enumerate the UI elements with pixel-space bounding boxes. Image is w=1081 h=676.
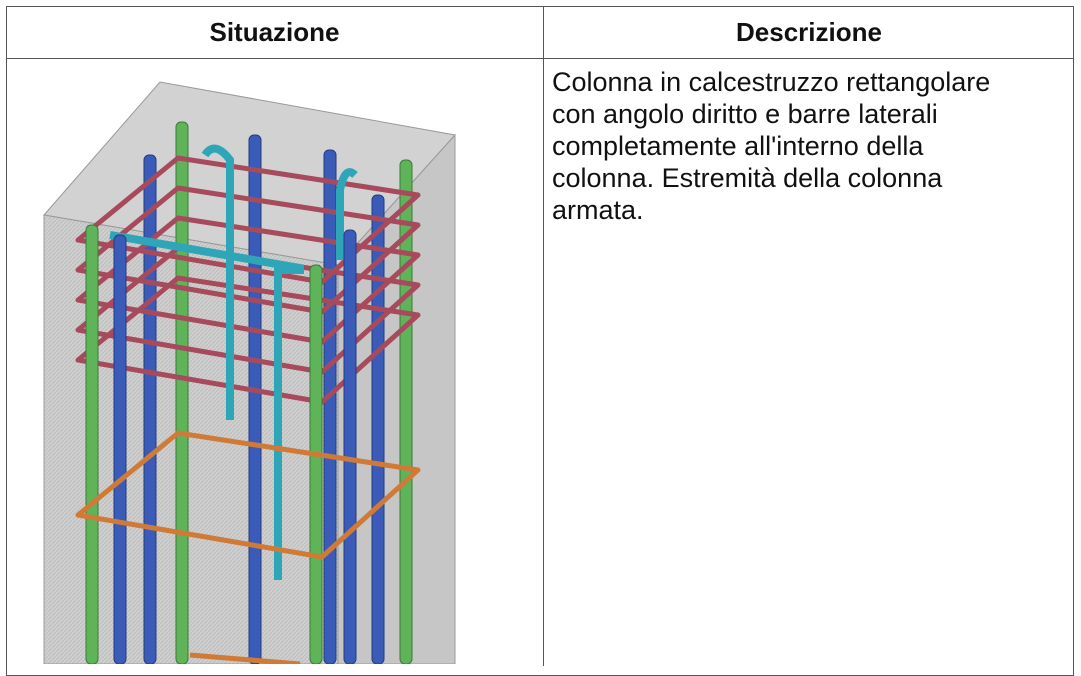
rebar [309,264,323,664]
rebar [175,121,189,664]
rebar [323,149,337,664]
rebar [113,234,127,664]
column-illustration [43,81,456,664]
rebar [343,229,357,664]
description-line: armata. [552,195,644,225]
description-line: completamente all'interno della [552,131,924,161]
description-line: Colonna in calcestruzzo rettangolare [552,67,991,97]
column-header: Situazione [209,17,340,47]
rebar [201,144,234,420]
rebar [75,215,421,345]
description-line: con angolo diritto e barre laterali [552,99,938,129]
rebar [109,231,304,580]
rebar [85,224,99,664]
column-header: Descrizione [736,17,882,47]
rebar [75,185,421,315]
row-divider [6,58,1074,59]
rebar [75,155,421,285]
rebar [143,154,157,664]
rebar [248,134,262,664]
rebar [75,430,421,560]
description: Colonna in calcestruzzo rettangolare con … [552,66,990,226]
column-divider [543,6,544,666]
rebar [336,168,358,260]
rebar [75,245,421,375]
rebar [189,652,301,664]
rebar [371,194,385,664]
rebar [75,275,421,405]
description-line: colonna. Estremità della colonna [552,163,943,193]
